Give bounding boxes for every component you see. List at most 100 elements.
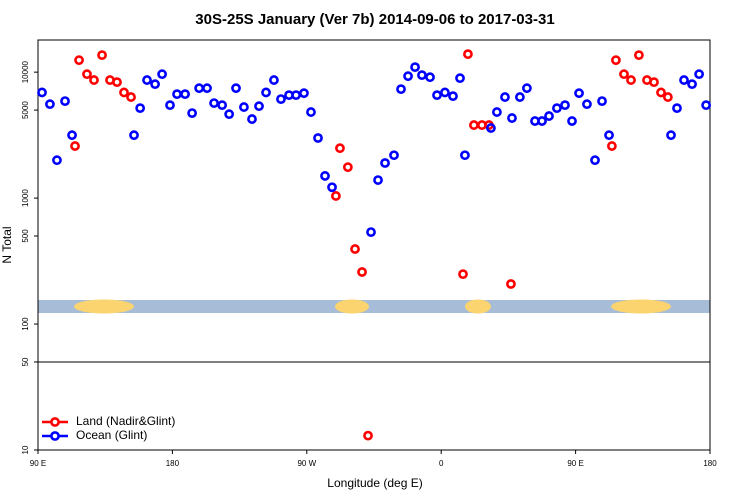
point: [291, 90, 301, 101]
point: [202, 83, 212, 94]
point: [89, 75, 99, 85]
point: [350, 244, 360, 254]
point: [217, 100, 228, 111]
point: [60, 96, 70, 107]
point: [157, 69, 167, 80]
point: [373, 175, 383, 185]
point: [165, 100, 175, 111]
point: [396, 84, 406, 95]
point: [366, 227, 376, 238]
legend-label: Ocean (Glint): [76, 428, 147, 442]
point: [247, 114, 257, 124]
y-axis-label: N Total: [0, 226, 14, 263]
land-ocean-strip: [38, 299, 710, 314]
point: [363, 430, 373, 441]
point: [112, 77, 122, 88]
point: [679, 75, 689, 85]
point: [687, 79, 697, 90]
point: [254, 101, 264, 112]
point: [694, 69, 704, 80]
ocean-strip: [38, 300, 710, 313]
y-tick-label: 10000: [21, 60, 30, 83]
point: [357, 267, 367, 277]
chart-title: 30S-25S January (Ver 7b) 2014-09-06 to 2…: [195, 11, 554, 28]
point: [37, 87, 47, 98]
point: [455, 73, 465, 84]
y-tick-label: 1000: [21, 189, 30, 207]
point: [634, 50, 644, 61]
point: [276, 94, 286, 104]
point: [194, 83, 205, 94]
point: [335, 143, 345, 154]
point: [74, 55, 84, 66]
x-tick-label: 90 E: [567, 459, 583, 468]
y-tick-label: 500: [21, 229, 30, 243]
point: [180, 89, 190, 100]
y-tick-label: 50: [21, 357, 30, 366]
point: [552, 103, 562, 114]
x-tick-label: 180: [166, 459, 180, 468]
point: [597, 96, 607, 107]
point: [320, 171, 330, 181]
point: [611, 55, 621, 66]
point: [590, 155, 600, 166]
point: [460, 150, 470, 161]
point: [537, 116, 547, 126]
point: [626, 75, 636, 85]
point: [52, 155, 62, 166]
x-tick-label: 90 W: [297, 459, 316, 468]
y-tick-label: 5000: [21, 101, 30, 119]
point: [606, 141, 617, 151]
point: [150, 79, 160, 90]
point: [560, 100, 570, 111]
point: [574, 88, 584, 99]
point: [342, 162, 353, 173]
point: [306, 107, 316, 117]
point: [82, 69, 92, 80]
point: [67, 130, 77, 141]
point: [514, 92, 525, 102]
point: [299, 88, 309, 99]
point: [224, 109, 235, 120]
point: [649, 77, 659, 88]
point: [544, 111, 554, 121]
point: [209, 98, 219, 108]
point: [327, 182, 337, 193]
point: [403, 71, 413, 82]
point: [656, 87, 666, 98]
point: [331, 191, 341, 201]
point: [70, 141, 80, 151]
point: [380, 158, 390, 168]
land-patch: [74, 299, 134, 314]
point: [129, 130, 139, 141]
point: [486, 123, 496, 133]
y-tick-label: 100: [21, 317, 30, 331]
point: [417, 70, 427, 81]
land-patch: [335, 299, 369, 314]
legend-marker: [50, 417, 60, 427]
point: [239, 102, 249, 112]
point: [45, 99, 55, 110]
point: [492, 107, 502, 117]
point: [432, 90, 442, 101]
point: [425, 72, 435, 83]
point: [187, 108, 198, 119]
point: [389, 150, 399, 161]
plot-frame: [37, 39, 711, 451]
land-patch: [465, 299, 491, 314]
point: [666, 130, 676, 141]
legend-marker: [50, 431, 60, 441]
point: [97, 50, 107, 61]
x-tick-label: 90 E: [30, 459, 46, 468]
point: [469, 120, 479, 130]
point: [507, 113, 517, 123]
point: [458, 269, 468, 280]
point: [410, 62, 420, 73]
point: [522, 83, 532, 94]
point: [672, 103, 682, 114]
land-patch: [611, 299, 671, 314]
point: [448, 91, 458, 102]
point: [567, 116, 577, 126]
x-axis-label: Longitude (deg E): [327, 476, 422, 490]
